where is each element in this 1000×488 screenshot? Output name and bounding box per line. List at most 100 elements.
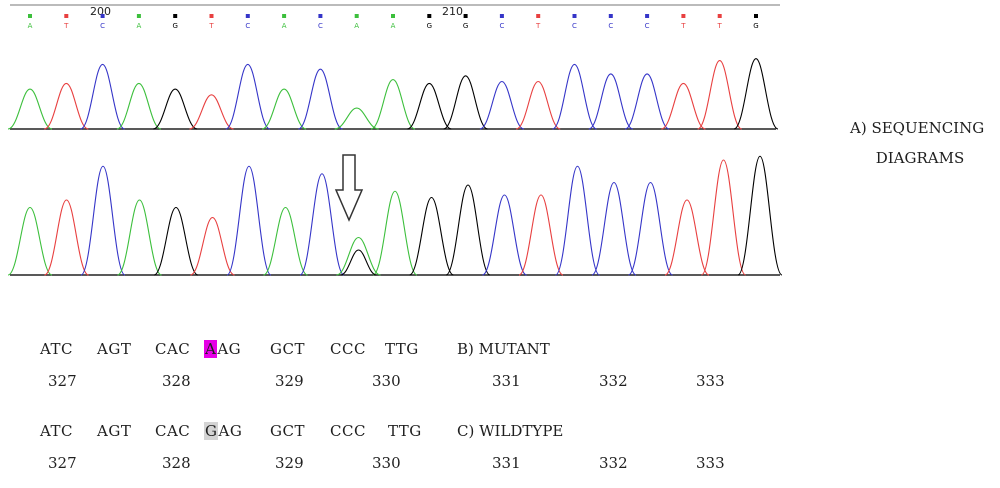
mutant-codon-position: 330 bbox=[372, 372, 401, 390]
ruler-base-letter: A bbox=[391, 22, 396, 30]
trace-peak bbox=[152, 88, 198, 130]
trace-peak bbox=[334, 107, 379, 130]
trace-peak bbox=[299, 173, 345, 276]
wildtype-codon-position: 328 bbox=[162, 454, 191, 472]
trace-peak bbox=[697, 60, 742, 130]
wildtype-trace bbox=[7, 58, 779, 130]
trace-peak bbox=[624, 73, 670, 130]
ruler-base-marker bbox=[536, 14, 541, 18]
ruler-base-letter: T bbox=[717, 22, 723, 30]
trace-peak bbox=[664, 199, 710, 276]
trace-peak bbox=[225, 63, 271, 130]
mutant-codon-position: 331 bbox=[492, 372, 521, 390]
mutant-codon: TTG bbox=[385, 339, 419, 359]
ruler-base-letter: G bbox=[753, 22, 758, 30]
ruler-base-letter: T bbox=[63, 22, 69, 30]
trace-peak bbox=[479, 80, 525, 130]
ruler-base-marker bbox=[209, 14, 214, 18]
ruler-base-marker bbox=[28, 14, 32, 18]
trace-peak bbox=[588, 73, 634, 130]
wildtype-codon-position: 327 bbox=[48, 454, 77, 472]
mutant-codon-position: 328 bbox=[162, 372, 191, 390]
trace-peak bbox=[80, 165, 126, 276]
sequencing-label-line2: DIAGRAMS bbox=[875, 149, 965, 167]
mutant-codon-position: 332 bbox=[599, 372, 628, 390]
ruler-base-letter: C bbox=[318, 22, 323, 30]
trace-peak bbox=[226, 165, 272, 276]
trace-peak bbox=[336, 236, 381, 276]
ruler-base-letter: C bbox=[645, 22, 650, 30]
ruler-base-marker bbox=[572, 14, 577, 18]
ruler-base-marker bbox=[499, 14, 504, 18]
mutant-codon-position: 329 bbox=[275, 372, 304, 390]
mutant-codon: GCT bbox=[270, 339, 305, 359]
trace-peak bbox=[261, 88, 307, 130]
trace-peak bbox=[515, 80, 561, 130]
ruler-base-marker bbox=[100, 14, 105, 18]
sequencing-diagrams-label: A) SEQUENCING DIAGRAMS bbox=[850, 113, 990, 173]
trace-peak bbox=[700, 159, 747, 276]
ruler-base-marker bbox=[427, 14, 432, 18]
mutant-trace bbox=[7, 155, 783, 276]
trace-peak bbox=[298, 68, 343, 130]
mutant-codon-text: GCT bbox=[270, 340, 305, 358]
ruler-base-marker bbox=[282, 14, 287, 18]
trace-peak bbox=[7, 206, 53, 276]
trace-peak bbox=[153, 206, 199, 276]
trace-peak bbox=[443, 75, 488, 130]
mutant-sequence: ATC AGT CAC AAG GCT CCC TTG B) MUTANT 32… bbox=[0, 339, 1000, 399]
trace-peak bbox=[80, 63, 125, 130]
wildtype-highlighted-base: G bbox=[204, 422, 219, 440]
ruler-base-letter: A bbox=[282, 22, 287, 30]
wildtype-codon-reference: GAG bbox=[204, 421, 242, 441]
wildtype-codon-position: 333 bbox=[696, 454, 725, 472]
ruler-base-letter: G bbox=[463, 22, 468, 30]
mutant-codon-mutated: AAG bbox=[204, 339, 241, 359]
wildtype-codon-position: 331 bbox=[492, 454, 521, 472]
trace-peak bbox=[733, 58, 779, 130]
mutant-codon: ATC bbox=[40, 339, 73, 359]
trace-peak bbox=[481, 194, 528, 276]
wildtype-codon-text: ATC bbox=[40, 422, 73, 440]
trace-peak bbox=[408, 196, 455, 276]
trace-peak bbox=[661, 82, 706, 130]
ruler-base-letter: C bbox=[572, 22, 577, 30]
trace-peak bbox=[445, 184, 491, 276]
trace-peak bbox=[372, 190, 418, 276]
ruler-base-marker bbox=[354, 14, 359, 18]
mutant-codon: CCC bbox=[330, 339, 366, 359]
mutant-highlighted-base: A bbox=[204, 340, 218, 358]
ruler-base-marker bbox=[391, 14, 395, 18]
trace-peak bbox=[44, 199, 89, 276]
trace-peak bbox=[7, 88, 53, 130]
ruler-base-letter: G bbox=[427, 22, 432, 30]
mutant-codon-position: 333 bbox=[696, 372, 725, 390]
mutant-label: B) MUTANT bbox=[457, 340, 550, 358]
trace-peak bbox=[737, 155, 783, 276]
wildtype-codon-text: CCC bbox=[330, 422, 366, 440]
ruler-base-letter: C bbox=[100, 22, 105, 30]
ruler-base-marker bbox=[754, 14, 758, 18]
mutant-codon-text: ATC bbox=[40, 340, 73, 358]
trace-peak bbox=[627, 181, 674, 276]
mutant-codon: CAC bbox=[155, 339, 190, 359]
wildtype-codon-rest: AG bbox=[218, 422, 243, 440]
trace-peak bbox=[190, 216, 235, 276]
trace-peak bbox=[591, 181, 637, 276]
ruler-base-marker bbox=[245, 14, 250, 18]
wildtype-codon-text: CAC bbox=[155, 422, 191, 440]
trace-peak bbox=[263, 206, 308, 276]
trace-peak bbox=[518, 194, 564, 276]
wildtype-codon: CAC bbox=[155, 421, 190, 441]
ruler-base-letter: C bbox=[499, 22, 504, 30]
ruler-base-marker bbox=[318, 14, 323, 18]
ruler-base-letter: T bbox=[208, 22, 214, 30]
wildtype-label: C) WILDTYPE bbox=[457, 422, 564, 440]
mutant-codon-text: CAC bbox=[155, 340, 191, 358]
ruler-base-letter: A bbox=[137, 22, 142, 30]
wildtype-codon-text: GCT bbox=[270, 422, 305, 440]
trace-peak bbox=[370, 79, 416, 130]
wildtype-codon-position: 330 bbox=[372, 454, 401, 472]
wildtype-codon-position: 332 bbox=[599, 454, 628, 472]
